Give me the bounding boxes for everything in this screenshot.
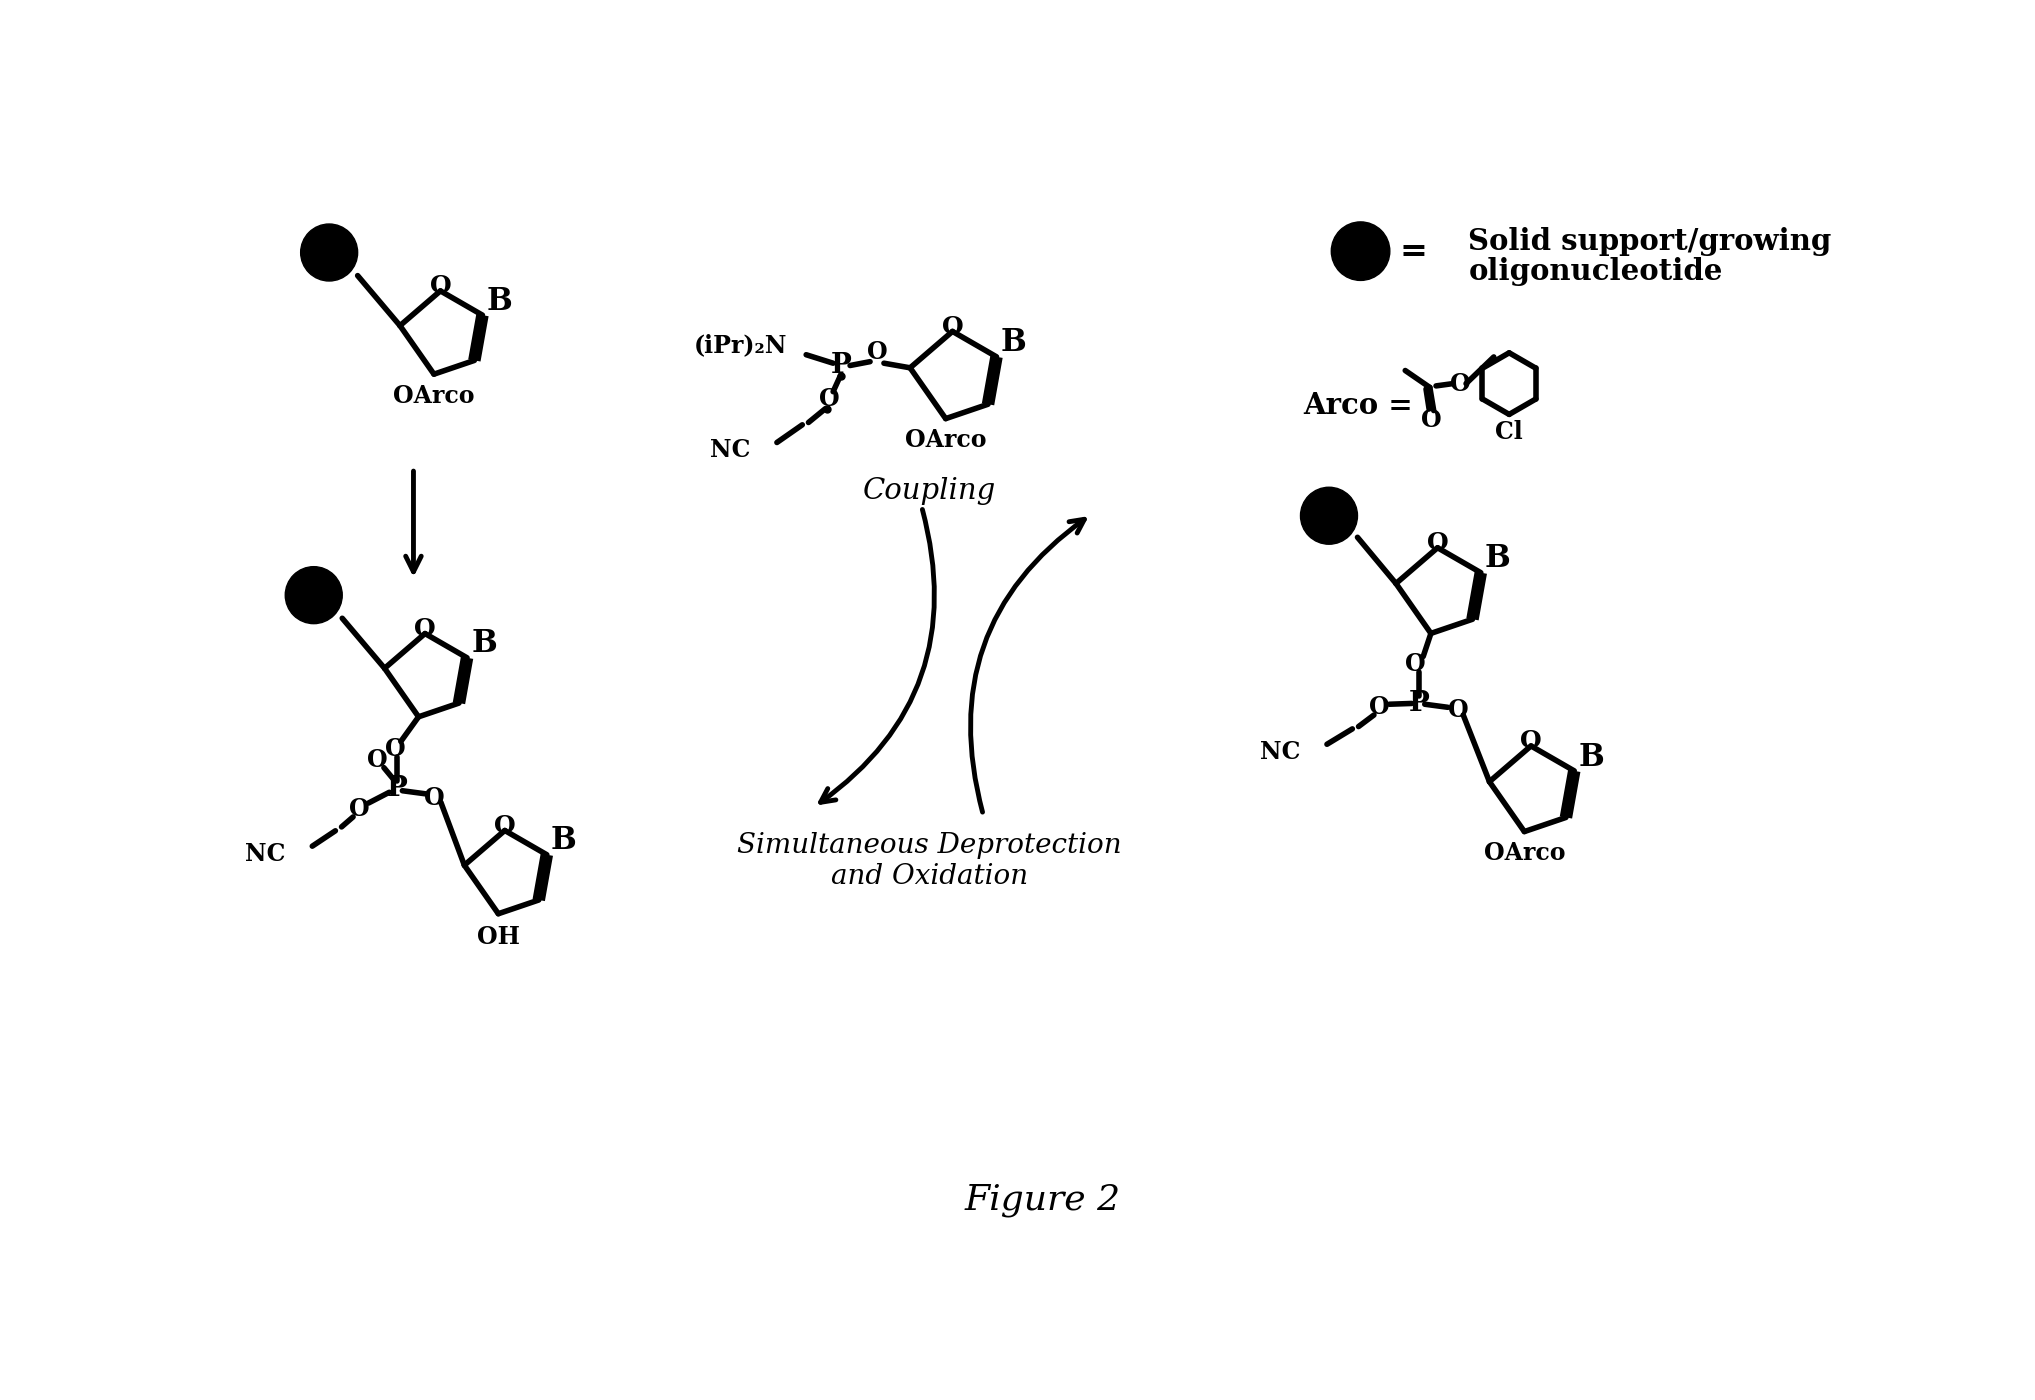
Text: Solid support/growing: Solid support/growing [1469, 227, 1832, 256]
Text: O: O [867, 340, 887, 364]
Text: =: = [1400, 235, 1427, 267]
Text: P: P [830, 351, 851, 379]
Text: (iPr)₂N: (iPr)₂N [694, 333, 788, 357]
Circle shape [1300, 487, 1357, 545]
Text: Coupling: Coupling [863, 477, 995, 505]
Text: B: B [486, 286, 513, 316]
Text: O: O [495, 813, 515, 837]
Text: O: O [1520, 729, 1543, 753]
Text: Figure 2: Figure 2 [965, 1183, 1121, 1217]
Text: NC: NC [1260, 741, 1300, 764]
Text: OArco: OArco [906, 428, 987, 452]
Text: O: O [1449, 699, 1469, 722]
Text: O: O [1420, 407, 1441, 431]
Text: O: O [942, 315, 963, 339]
Text: OH: OH [476, 925, 519, 949]
Text: B: B [472, 629, 497, 659]
Text: NC: NC [710, 438, 751, 462]
Text: O: O [425, 785, 446, 809]
Text: O: O [1451, 371, 1471, 396]
FancyArrowPatch shape [971, 519, 1085, 812]
Circle shape [301, 224, 358, 281]
Text: P: P [387, 776, 407, 802]
Text: NC: NC [244, 841, 285, 865]
Circle shape [285, 567, 342, 623]
Text: B: B [551, 826, 576, 857]
Text: O: O [1427, 531, 1449, 556]
Text: O: O [818, 388, 840, 412]
Circle shape [1331, 223, 1390, 280]
Text: B: B [1486, 543, 1510, 574]
Text: OArco: OArco [1484, 841, 1565, 865]
Text: Cl: Cl [1496, 420, 1522, 444]
Text: Arco =: Arco = [1302, 391, 1412, 420]
Text: Simultaneous Deprotection
and Oxidation: Simultaneous Deprotection and Oxidation [737, 832, 1121, 890]
Text: oligonucleotide: oligonucleotide [1469, 258, 1724, 287]
Text: O: O [368, 748, 389, 771]
Text: O: O [348, 797, 370, 822]
FancyArrowPatch shape [820, 510, 934, 802]
Text: O: O [1370, 696, 1390, 720]
Text: B: B [1579, 742, 1604, 773]
Text: O: O [415, 617, 435, 641]
Text: OArco: OArco [393, 384, 474, 407]
Text: P: P [1408, 690, 1431, 717]
Text: O: O [429, 274, 452, 298]
Text: O: O [1406, 652, 1427, 676]
Text: B: B [1001, 328, 1026, 358]
Text: O: O [385, 738, 405, 762]
